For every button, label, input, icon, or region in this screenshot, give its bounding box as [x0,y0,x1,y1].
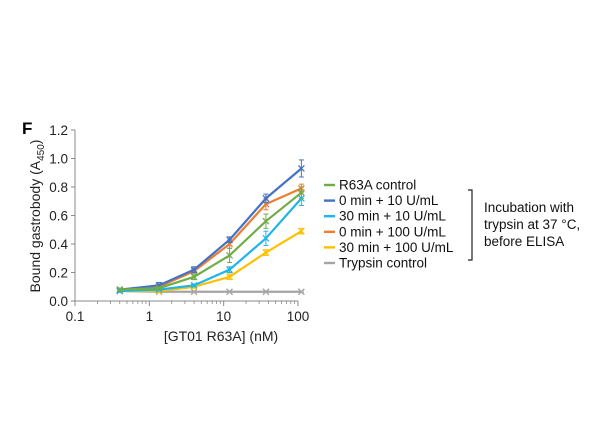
legend-label: 0 min + 10 U/mL [339,193,439,208]
series-0-min-100-u-ml [116,183,305,294]
x-tick-label: 0.1 [66,309,85,324]
data-point [116,286,124,294]
series-line [119,191,303,291]
data-point [297,165,305,172]
x-axis-ticks: 0.1 1 10 100 [66,301,310,324]
legend-label: 30 min + 100 U/mL [339,240,454,255]
data-point [297,189,305,197]
legend-item-30-min-100-u-ml: 30 min + 100 U/mL [324,240,454,255]
plot-area [116,159,305,296]
y-tick-label: 0.8 [49,180,68,195]
data-point [190,281,198,289]
legend-label: 0 min + 100 U/mL [339,224,446,239]
data-point [226,273,234,281]
panel-label: F [22,119,32,138]
legend-label: Trypsin control [339,256,427,271]
series-line [119,167,303,291]
legend-item-0-min-100-u-ml: 0 min + 100 U/mL [324,224,446,239]
x-axis-title: [GT01 R63A] (nM) [164,328,278,344]
x-tick-label: 10 [216,309,231,324]
data-point [262,288,270,296]
y-tick-label: 1.0 [49,152,68,167]
annotation-line-2: trypsin at 37 °C, [484,217,580,232]
legend-item-0-min-10-u-ml: 0 min + 10 U/mL [324,193,439,208]
data-point [297,288,305,296]
y-axis-title: Bound gastrobody (A450) [27,140,47,293]
data-point [226,236,234,244]
data-point [190,288,198,296]
legend-label: R63A control [339,178,416,193]
data-point [262,234,270,242]
annotation-line-1: Incubation with [484,200,574,215]
data-point [190,266,198,274]
legend-bracket [468,189,473,261]
legend-item-r63a-control: R63A control [324,178,416,193]
x-tick-label: 1 [146,309,154,324]
legend-label: 30 min + 10 U/mL [339,209,446,224]
data-point [155,284,163,292]
data-point [262,249,270,257]
y-tick-label: 0.4 [49,237,68,252]
series-line [119,230,302,293]
annotation: Incubation with trypsin at 37 °C, before… [484,200,580,249]
series-r63a-control [116,186,305,294]
annotation-line-3: before ELISA [484,234,564,249]
y-tick-label: 0.0 [49,294,68,309]
x-tick-label: 100 [287,309,310,324]
y-tick-label: 1.2 [49,123,68,138]
data-point [262,194,270,202]
y-tick-label: 0.2 [49,266,68,281]
series-line [119,197,303,293]
data-point [226,251,234,259]
data-point [262,217,270,225]
data-point [297,227,305,235]
legend-item-30-min-10-u-ml: 30 min + 10 U/mL [324,209,446,224]
series-30-min-100-u-ml [116,227,305,295]
legend-item-trypsin-control: Trypsin control [324,256,427,271]
series-line [119,187,302,291]
series-30-min-10-u-ml [116,190,305,295]
y-tick-label: 0.6 [49,209,68,224]
y-axis-ticks: 0.0 0.2 0.4 0.6 0.8 1.0 1.2 [49,123,75,309]
data-point [190,273,198,281]
data-point [226,266,234,274]
data-point [226,288,234,296]
